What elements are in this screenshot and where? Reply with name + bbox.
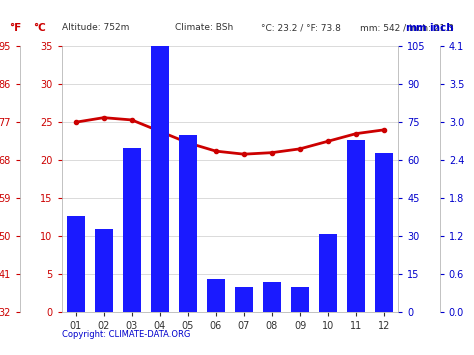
Text: °C: 23.2 / °F: 73.8: °C: 23.2 / °F: 73.8 [261,23,341,32]
Bar [291,287,309,312]
Bar [95,229,113,312]
Bar [263,282,281,312]
Text: Copyright: CLIMATE-DATA.ORG: Copyright: CLIMATE-DATA.ORG [62,330,190,339]
Bar [207,279,225,312]
Text: inch: inch [429,23,454,33]
Text: mm: mm [405,23,427,33]
Bar [235,287,253,312]
Bar [66,216,85,312]
Bar [151,46,169,312]
Text: °F: °F [9,23,22,33]
Text: mm: 542 / inch: 21.3: mm: 542 / inch: 21.3 [360,23,454,32]
Text: Altitude: 752m: Altitude: 752m [62,23,129,32]
Bar [123,148,141,312]
Bar [319,234,337,312]
Text: Climate: BSh: Climate: BSh [175,23,234,32]
Bar [375,153,393,312]
Text: °C: °C [33,23,46,33]
Bar [347,140,365,312]
Bar [179,135,197,312]
